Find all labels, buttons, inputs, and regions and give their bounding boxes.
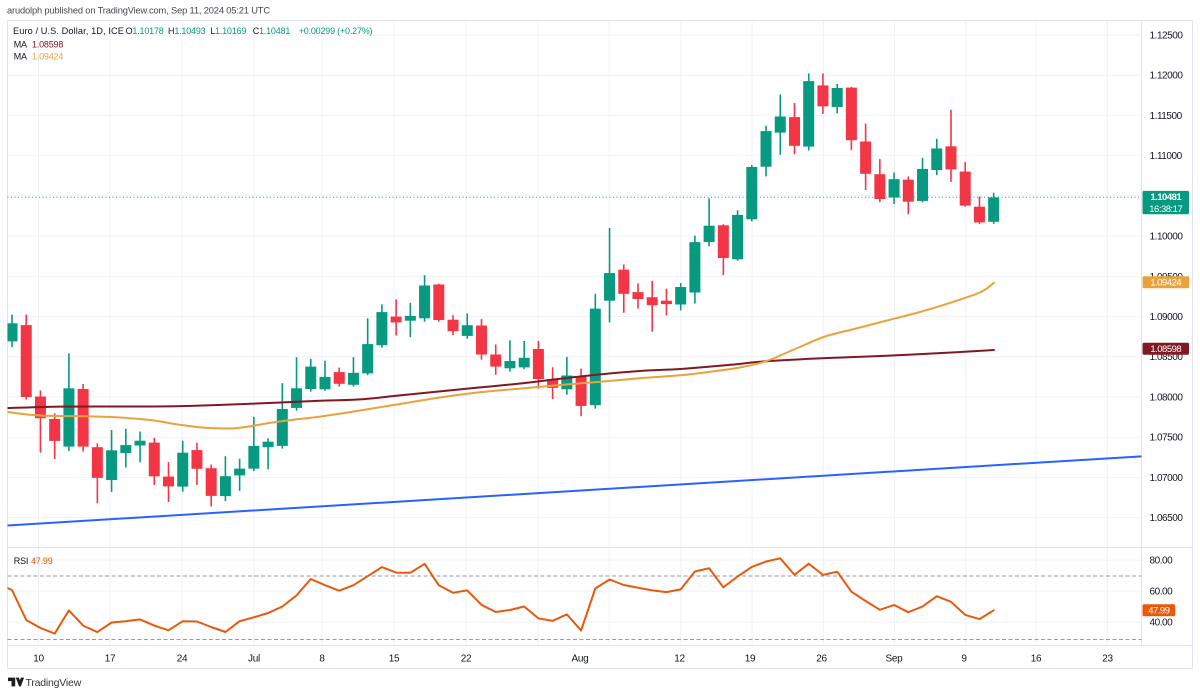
svg-text:1.12500: 1.12500 [1150,31,1184,42]
svg-text:12: 12 [674,654,685,665]
svg-text:1.09000: 1.09000 [1150,312,1184,323]
svg-text:TradingView: TradingView [26,677,82,689]
svg-text:40.00: 40.00 [1150,618,1174,629]
svg-text:1.10481: 1.10481 [1150,192,1182,203]
svg-text:+0.00299 (+0.27%): +0.00299 (+0.27%) [299,26,373,36]
svg-text:1.10000: 1.10000 [1150,232,1184,243]
svg-text:arudolph published on TradingV: arudolph published on TradingView.com, S… [7,6,270,16]
svg-text:16:38:17: 16:38:17 [1149,204,1182,215]
svg-text:MA: MA [14,51,27,61]
svg-text:15: 15 [389,654,400,665]
svg-text:10: 10 [33,654,44,665]
svg-text:1.08598: 1.08598 [1150,344,1181,355]
svg-text:60.00: 60.00 [1150,587,1174,598]
svg-text:23: 23 [1102,654,1113,665]
svg-text:RSI: RSI [14,556,28,566]
svg-text:Aug: Aug [572,654,589,665]
svg-text:1.07000: 1.07000 [1150,473,1184,484]
svg-text:O1.10178: O1.10178 [126,26,164,36]
svg-text:1.08500: 1.08500 [1150,352,1184,363]
svg-text:1.07500: 1.07500 [1150,433,1184,444]
svg-text:8: 8 [319,654,325,665]
svg-text:22: 22 [461,654,472,665]
svg-text:47.99: 47.99 [31,556,53,566]
svg-text:9: 9 [961,654,967,665]
svg-text:16: 16 [1031,654,1042,665]
svg-text:Sep: Sep [886,654,904,665]
svg-text:1.09424: 1.09424 [1150,278,1181,289]
svg-text:Jul: Jul [248,654,260,665]
svg-text:19: 19 [745,654,756,665]
svg-text:1.08000: 1.08000 [1150,392,1184,403]
svg-text:24: 24 [177,654,188,665]
svg-text:MA: MA [14,39,27,49]
svg-text:1.11000: 1.11000 [1150,151,1183,162]
svg-text:1.08598: 1.08598 [32,39,63,49]
svg-text:47.99: 47.99 [1148,606,1169,617]
svg-text:L1.10169: L1.10169 [210,26,246,36]
svg-text:H1.10493: H1.10493 [168,26,206,36]
svg-text:1.06500: 1.06500 [1150,513,1184,524]
svg-text:1.11500: 1.11500 [1150,111,1183,122]
svg-text:26: 26 [816,654,827,665]
svg-text:1.12000: 1.12000 [1150,71,1184,82]
svg-text:Euro / U.S. Dollar, 1D, ICE: Euro / U.S. Dollar, 1D, ICE [13,26,124,36]
svg-text:1.09424: 1.09424 [32,51,63,61]
svg-text:C1.10481: C1.10481 [253,26,291,36]
svg-text:80.00: 80.00 [1150,556,1174,567]
svg-text:17: 17 [105,654,116,665]
